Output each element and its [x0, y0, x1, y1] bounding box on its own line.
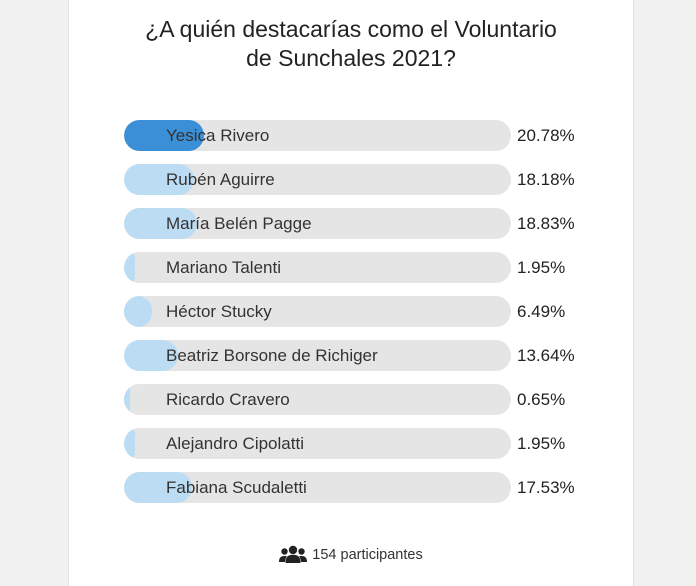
poll-option-fill: [124, 120, 204, 151]
poll-option-percent: 20.78%: [517, 126, 575, 145]
poll-option-label: Beatriz Borsone de Richiger: [166, 346, 378, 365]
poll-option[interactable]: Alejandro Cipolatti 1.95%: [124, 428, 579, 459]
poll-option-label: Yesica Rivero: [166, 126, 270, 145]
poll-option-fill: [124, 296, 152, 327]
poll-option-fill: [124, 472, 192, 503]
poll-option-track: [124, 428, 511, 459]
poll-option[interactable]: Rubén Aguirre 18.18%: [124, 164, 579, 195]
poll-option-percent: 18.18%: [517, 170, 575, 189]
poll-card: ¿A quién destacarías como el Voluntario …: [68, 0, 634, 586]
poll-option-track: [124, 164, 511, 195]
poll-option-fill: [124, 428, 135, 459]
poll-option-label: Mariano Talenti: [166, 258, 281, 277]
poll-option-percent: 17.53%: [517, 478, 575, 497]
poll-option-track: [124, 472, 511, 503]
poll-option[interactable]: Yesica Rivero 20.78%: [124, 120, 579, 151]
poll-option-label: Alejandro Cipolatti: [166, 434, 304, 453]
poll-option[interactable]: Mariano Talenti 1.95%: [124, 252, 579, 283]
poll-option-fill: [124, 340, 178, 371]
poll-option-label: Fabiana Scudaletti: [166, 478, 307, 497]
poll-option-percent: 18.83%: [517, 214, 575, 233]
poll-title-line-2: de Sunchales 2021?: [246, 45, 456, 71]
poll-option[interactable]: María Belén Pagge 18.83%: [124, 208, 579, 239]
participants-count: 154 participantes: [69, 545, 633, 563]
poll-option-percent: 1.95%: [517, 434, 566, 453]
users-icon: [279, 545, 308, 563]
poll-option-label: Héctor Stucky: [166, 302, 272, 321]
poll-option-fill: [124, 252, 135, 283]
poll-option-percent: 13.64%: [517, 346, 575, 365]
poll-option-percent: 1.95%: [517, 258, 566, 277]
poll-option-fill: [124, 164, 194, 195]
poll-title: ¿A quién destacarías como el Voluntario …: [69, 15, 633, 73]
poll-option[interactable]: Beatriz Borsone de Richiger 13.64%: [124, 340, 579, 371]
poll-title-line-1: ¿A quién destacarías como el Voluntario: [145, 16, 557, 42]
poll-option-label: María Belén Pagge: [166, 214, 312, 233]
poll-option-track: [124, 384, 511, 415]
poll-option[interactable]: Héctor Stucky 6.49%: [124, 296, 579, 327]
poll-option-track: [124, 120, 511, 151]
poll-option[interactable]: Fabiana Scudaletti 17.53%: [124, 472, 579, 503]
participants-text: 154 participantes: [312, 547, 423, 563]
poll-options: Yesica Rivero 20.78% Rubén Aguirre 18.18% Ma…: [124, 120, 579, 516]
poll-option-label: Ricardo Cravero: [166, 390, 290, 409]
poll-option-track: [124, 208, 511, 239]
poll-option-track: [124, 252, 511, 283]
poll-option-percent: 6.49%: [517, 302, 566, 321]
poll-option-fill: [124, 384, 130, 415]
poll-option-label: Rubén Aguirre: [166, 170, 275, 189]
poll-option-percent: 0.65%: [517, 390, 566, 409]
poll-option-track: [124, 340, 511, 371]
poll-option-track: [124, 296, 511, 327]
poll-option[interactable]: Ricardo Cravero 0.65%: [124, 384, 579, 415]
poll-option-fill: [124, 208, 197, 239]
